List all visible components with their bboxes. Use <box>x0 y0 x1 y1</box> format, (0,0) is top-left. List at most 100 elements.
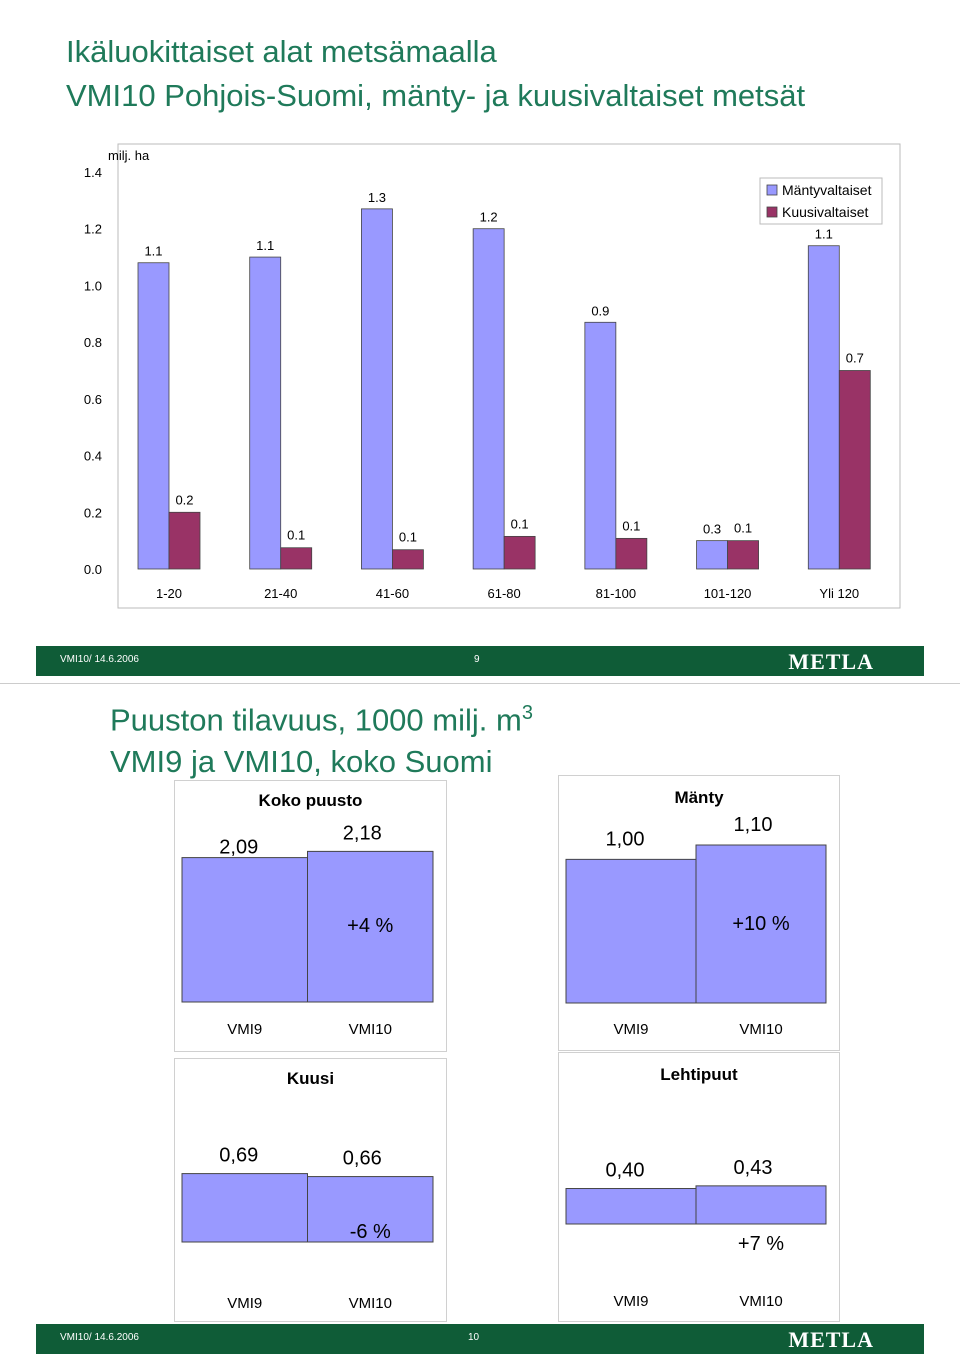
data-label-mantyvaltaiset: 1.1 <box>815 227 833 242</box>
change-label: +10 % <box>732 913 789 935</box>
data-label-mantyvaltaiset: 1.1 <box>256 238 274 253</box>
data-label-mantyvaltaiset: 0.9 <box>591 303 609 318</box>
data-label-kuusivaltaiset: 0.1 <box>622 518 640 533</box>
slide-separator <box>0 683 960 684</box>
panel-title: Kuusi <box>287 1069 334 1088</box>
x-tick-label: 81-100 <box>596 586 636 601</box>
y-axis-unit-label: milj. ha <box>108 148 150 163</box>
data-label: 2,09 <box>219 837 258 859</box>
data-label-kuusivaltaiset: 0.1 <box>511 516 529 531</box>
bar-mantyvaltaiset <box>807 245 840 570</box>
bar-kuusivaltaiset <box>838 370 871 570</box>
slide1-title-line2: VMI10 Pohjois-Suomi, mänty- ja kuusivalt… <box>66 78 806 113</box>
data-label: 0,66 <box>343 1148 382 1170</box>
data-label: 0,40 <box>606 1160 645 1182</box>
data-label: 0,69 <box>219 1145 258 1167</box>
bar-mantyvaltaiset <box>696 540 728 570</box>
x-tick-label: 1-20 <box>156 586 182 601</box>
panel-title: Mänty <box>674 788 724 807</box>
metla-logo: METLA <box>788 649 874 674</box>
data-label-kuusivaltaiset: 0.7 <box>846 351 864 366</box>
data-label-kuusivaltaiset: 0.1 <box>287 528 305 543</box>
legend-label: Mäntyvaltaiset <box>782 182 872 198</box>
slide1-title-line1: Ikäluokittaiset alat metsämaalla <box>66 34 497 69</box>
data-label: 0,43 <box>734 1157 773 1179</box>
data-label-mantyvaltaiset: 1.2 <box>480 210 498 225</box>
data-label-mantyvaltaiset: 1.3 <box>368 190 386 205</box>
legend-box <box>759 177 883 225</box>
y-tick-label: 0.2 <box>84 505 102 520</box>
data-label-mantyvaltaiset: 0.3 <box>703 522 721 537</box>
x-tick-label: 61-80 <box>488 586 521 601</box>
bar-vmi9 <box>181 1173 308 1243</box>
panel-title: Koko puusto <box>259 791 363 810</box>
bar-vmi9 <box>181 857 308 1003</box>
slide1-footer-date: VMI10/ 14.6.2006 <box>60 654 139 665</box>
bar-mantyvaltaiset <box>361 208 393 570</box>
y-tick-label: 0.0 <box>84 562 102 577</box>
bar-vmi10 <box>695 844 827 1004</box>
bar-kuusivaltaiset <box>168 511 201 570</box>
bar-mantyvaltaiset <box>249 256 282 570</box>
y-tick-label: 0.6 <box>84 392 102 407</box>
y-tick-label: 1.2 <box>84 222 102 237</box>
category-label: VMI10 <box>349 1021 392 1038</box>
data-label-mantyvaltaiset: 1.1 <box>144 244 162 259</box>
slide2-title-line2: VMI9 ja VMI10, koko Suomi <box>110 744 493 779</box>
panel-title: Lehtipuut <box>660 1065 738 1084</box>
category-label: VMI9 <box>613 1021 648 1038</box>
bar-mantyvaltaiset <box>472 228 505 570</box>
slide1-footer-page: 9 <box>474 654 480 665</box>
manty-chart: Mänty 1,00 VMI9 1,10 VMI10 +10 % <box>558 775 840 1051</box>
slide1-footer: VMI10/ 14.6.2006 9 METLA <box>36 646 924 676</box>
bar-vmi9 <box>565 1188 697 1225</box>
bar-kuusivaltaiset <box>727 540 759 570</box>
lehtipuut-chart: Lehtipuut 0,40 VMI9 0,43 VMI10 +7 % <box>558 1052 840 1322</box>
age-class-bar-chart: milj. ha 0.0 0.2 0.4 0.6 0.8 1.0 1.2 1.4 1.1 0.2 1-… <box>84 143 901 609</box>
category-label: VMI10 <box>739 1293 782 1310</box>
metla-logo: METLA <box>788 1327 874 1352</box>
legend-swatch <box>766 206 778 218</box>
change-label: -6 % <box>350 1221 391 1243</box>
y-tick-label: 1.4 <box>84 165 102 180</box>
bar-mantyvaltaiset <box>137 262 170 570</box>
slide2-title-text: Puuston tilavuus, 1000 milj. m <box>110 702 522 738</box>
data-label: 2,18 <box>343 822 382 844</box>
slide2-title-sup: 3 <box>521 702 533 724</box>
data-label-kuusivaltaiset: 0.1 <box>734 521 752 536</box>
change-label: +7 % <box>738 1233 784 1255</box>
data-label-kuusivaltaiset: 0.1 <box>399 530 417 545</box>
bar-vmi10 <box>307 1176 434 1243</box>
category-label: VMI10 <box>349 1295 392 1312</box>
legend-swatch <box>766 184 778 196</box>
slide2-title-line1: Puuston tilavuus, 1000 milj. m3 <box>110 702 533 738</box>
slide2-footer-page: 10 <box>468 1332 480 1343</box>
bar-kuusivaltaiset <box>280 547 313 570</box>
y-tick-label: 0.4 <box>84 449 102 464</box>
bar-vmi10 <box>695 1185 827 1225</box>
change-label: +4 % <box>347 915 393 937</box>
category-label: VMI9 <box>227 1295 262 1312</box>
category-label: VMI9 <box>227 1021 262 1038</box>
bar-vmi9 <box>565 858 697 1004</box>
kuusi-chart: Kuusi 0,69 VMI9 0,66 VMI10 -6 % <box>174 1058 447 1322</box>
category-label: VMI9 <box>613 1293 648 1310</box>
bar-kuusivaltaiset <box>503 535 536 570</box>
legend-label: Kuusivaltaiset <box>782 204 868 220</box>
y-tick-label: 0.8 <box>84 335 102 350</box>
x-tick-label: 101-120 <box>704 586 752 601</box>
data-label: 1,00 <box>606 828 645 850</box>
data-label-kuusivaltaiset: 0.2 <box>175 492 193 507</box>
slide2-footer: VMI10/ 14.6.2006 10 METLA <box>36 1324 924 1354</box>
x-tick-label: 41-60 <box>376 586 409 601</box>
bar-vmi10 <box>307 850 434 1003</box>
bar-mantyvaltaiset <box>584 321 617 570</box>
koko-puusto-chart: Koko puusto 2,09 VMI9 2,18 VMI10 +4 % <box>174 780 447 1052</box>
bar-kuusivaltaiset <box>392 549 424 570</box>
x-tick-label: 21-40 <box>264 586 297 601</box>
slide2-footer-date: VMI10/ 14.6.2006 <box>60 1332 139 1343</box>
x-tick-label: Yli 120 <box>819 586 859 601</box>
category-label: VMI10 <box>739 1021 782 1038</box>
bar-kuusivaltaiset <box>615 537 648 570</box>
data-label: 1,10 <box>734 814 773 836</box>
